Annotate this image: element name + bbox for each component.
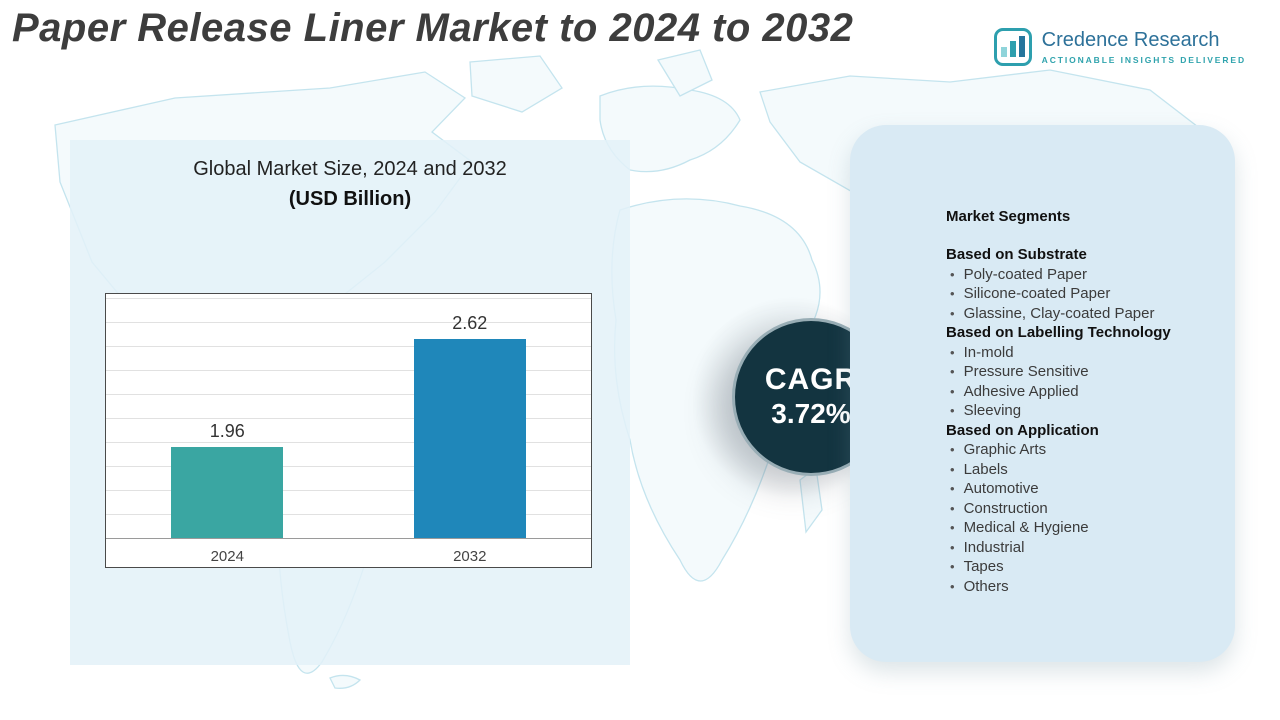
bar-value-label: 1.96 <box>209 421 245 441</box>
x-axis-label: 2032 <box>453 548 487 565</box>
segment-item: • Tapes <box>946 557 1215 577</box>
chart-plot: 1.96 2.62 <box>106 294 591 539</box>
bullet-icon: • <box>950 344 955 360</box>
segment-group-heading: Based on Application <box>946 421 1099 439</box>
segment-item: • Sleeving <box>946 401 1215 421</box>
segment-group-heading: Based on Labelling Technology <box>946 324 1171 341</box>
bar-2032 <box>413 339 526 538</box>
segment-item-label: Automotive <box>963 480 1039 497</box>
bullet-icon: • <box>950 286 955 301</box>
segment-item: • Pressure Sensitive <box>946 362 1215 382</box>
bullet-icon: • <box>950 403 955 418</box>
segment-item: • Industrial <box>946 538 1215 558</box>
bar-chart-logo-icon <box>993 28 1032 66</box>
market-segments-panel: Market Segments Based on Substrate • Poly-… <box>850 125 1235 662</box>
chart-subtitle: (USD Billion) <box>288 188 412 210</box>
segment-item-label: Poly-coated Paper <box>963 265 1087 283</box>
bar-2024 <box>171 447 284 538</box>
bullet-icon: • <box>950 481 955 496</box>
segment-item-label: Graphic Arts <box>963 441 1047 458</box>
bullet-icon: • <box>950 500 955 516</box>
segment-item: • In-mold <box>946 343 1215 363</box>
page-title: Paper Release Liner Market to 2024 to 20… <box>12 6 854 50</box>
chart-x-axis: 2024 2032 <box>106 548 591 565</box>
bar-column-2024: 1.96 <box>171 421 284 538</box>
segment-item: • Adhesive Applied <box>946 382 1215 402</box>
x-axis-label: 2024 <box>210 548 244 565</box>
segment-item: • Glassine, Clay-coated Paper <box>946 304 1215 324</box>
bullet-icon: • <box>950 266 955 282</box>
cagr-label: CAGR <box>764 363 858 396</box>
segment-item-label: Others <box>963 577 1009 595</box>
segment-item-label: Tapes <box>963 558 1004 575</box>
segment-item: • Graphic Arts <box>946 440 1215 460</box>
logo-name: Credence Research <box>1041 29 1220 51</box>
bullet-icon: • <box>950 383 955 399</box>
segments-heading: Market Segments <box>946 208 1071 225</box>
bullet-icon: • <box>950 461 955 477</box>
segment-item-label: In-mold <box>963 343 1014 361</box>
bullet-icon: • <box>950 520 955 535</box>
bullet-icon: • <box>950 364 955 379</box>
segment-item-label: Labels <box>963 460 1008 478</box>
segment-item-label: Silicone-coated Paper <box>963 285 1111 302</box>
segment-item-label: Adhesive Applied <box>963 382 1079 400</box>
bullet-icon: • <box>950 442 955 457</box>
bullet-icon: • <box>950 305 955 321</box>
chart-heading: Global Market Size, 2024 and 2032 (USD B… <box>70 158 630 211</box>
segment-group-heading: Based on Substrate <box>946 246 1087 263</box>
credence-research-logo: Credence Research Actionable Insights De… <box>993 28 1246 66</box>
segment-item: • Others <box>946 577 1215 597</box>
bullet-icon: • <box>950 539 955 555</box>
bullet-icon: • <box>950 559 955 574</box>
bullet-icon: • <box>950 578 955 594</box>
segment-item: • Automotive <box>946 479 1215 499</box>
segment-item-label: Glassine, Clay-coated Paper <box>963 304 1155 322</box>
segment-item-label: Pressure Sensitive <box>963 363 1089 380</box>
segments-groups: Based on Substrate • Poly-coated Paper • Sil… <box>946 245 1215 596</box>
segment-item: • Medical & Hygiene <box>946 518 1215 538</box>
bar-value-label: 2.62 <box>452 313 488 333</box>
segment-item-label: Medical & Hygiene <box>963 519 1089 536</box>
segment-item-label: Construction <box>963 499 1048 517</box>
bar-chart: 1.96 2.62 2024 2032 <box>105 293 592 568</box>
logo-tagline: Actionable Insights Delivered <box>1041 55 1246 65</box>
bar-column-2032: 2.62 <box>413 313 526 538</box>
segment-item: • Construction <box>946 499 1215 519</box>
chart-title: Global Market Size, 2024 and 2032 <box>193 158 507 180</box>
segment-item: • Labels <box>946 460 1215 480</box>
cagr-value: 3.72% <box>771 398 851 429</box>
segment-item: • Poly-coated Paper <box>946 265 1215 285</box>
segment-item-label: Sleeving <box>963 402 1022 419</box>
segment-item-label: Industrial <box>963 538 1025 556</box>
segment-item: • Silicone-coated Paper <box>946 284 1215 304</box>
